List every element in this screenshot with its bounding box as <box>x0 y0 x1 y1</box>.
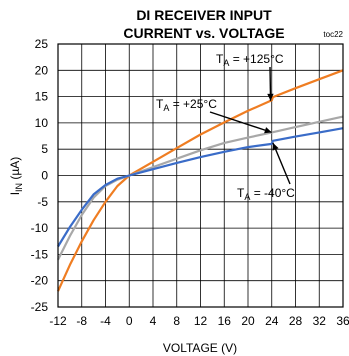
chart-title-line-1: DI RECEIVER INPUT <box>136 7 272 23</box>
y-tick-label: 15 <box>35 90 49 104</box>
annotation-arrowhead-2 <box>272 142 279 151</box>
annotation-label-2: TA = -40°C <box>237 186 295 202</box>
x-tick-label: -12 <box>49 314 67 328</box>
series-layer <box>56 69 344 292</box>
y-axis-label-main: I <box>8 192 22 195</box>
annotation-label-sub: A <box>163 103 169 113</box>
annotation-arrowhead-0 <box>267 93 274 101</box>
annotation-label-1: TA = +25°C <box>156 97 217 113</box>
y-tick-label: 20 <box>35 63 49 77</box>
x-tick-label: 24 <box>265 314 279 328</box>
annotation-leader-2 <box>272 142 291 185</box>
x-tick-label: 20 <box>241 314 255 328</box>
annotation-label-sub: A <box>223 58 229 68</box>
x-axis-label: VOLTAGE (V) <box>163 341 237 355</box>
annotation-label-rest: = -40°C <box>250 186 295 200</box>
annotation-label-main: T <box>156 97 164 111</box>
x-tick-label: 36 <box>336 314 349 328</box>
y-tick-label: -25 <box>31 300 49 314</box>
series-line-0 <box>56 69 344 292</box>
y-tick-label: 10 <box>35 116 49 130</box>
y-tick-label: -10 <box>31 221 49 235</box>
y-tick-label: -15 <box>31 247 49 261</box>
chart-title-line-2: CURRENT vs. VOLTAGE <box>123 25 284 41</box>
plot-frame <box>57 43 344 308</box>
x-tick-label: 8 <box>173 314 180 328</box>
y-tick-label: -5 <box>37 195 48 209</box>
series-line-2 <box>57 127 344 248</box>
y-tick-label: 0 <box>41 169 48 183</box>
annotation-arrowhead-1 <box>264 127 272 134</box>
x-tick-label: 32 <box>313 314 327 328</box>
series-line-1 <box>57 115 344 261</box>
grid <box>57 43 344 308</box>
y-axis-label: IIN (µA) <box>8 157 24 196</box>
x-tick-label: 28 <box>289 314 303 328</box>
annotation-label-rest: = +125°C <box>229 52 284 66</box>
y-tick-label: -20 <box>31 274 49 288</box>
y-tick-labels: 25 20 15 10 5 0 -5 -10 -15 -20 -25 <box>31 37 49 314</box>
y-tick-label: 5 <box>41 142 48 156</box>
figure-code: toc22 <box>323 30 343 39</box>
x-tick-label: 16 <box>218 314 232 328</box>
annotations: TA = +125°CTA = +25°CTA = -40°C <box>156 52 295 202</box>
x-tick-labels: -12 -8 -4 0 4 8 12 16 20 24 28 32 36 <box>49 314 349 328</box>
y-axis-label-rest: (µA) <box>8 157 22 183</box>
y-tick-label: 25 <box>35 37 49 51</box>
annotation-label-sub: A <box>244 192 250 202</box>
x-tick-label: 4 <box>150 314 157 328</box>
annotation-label-main: T <box>237 186 245 200</box>
x-tick-label: -8 <box>76 314 87 328</box>
annotation-label-rest: = +25°C <box>169 97 217 111</box>
x-tick-label: 12 <box>194 314 208 328</box>
y-axis-label-sub: IN <box>14 183 24 192</box>
annotation-leader-1 <box>209 111 272 134</box>
annotation-label-0: TA = +125°C <box>216 52 284 68</box>
x-tick-label: -4 <box>100 314 111 328</box>
x-tick-label: 0 <box>126 314 133 328</box>
annotation-label-main: T <box>216 52 224 66</box>
